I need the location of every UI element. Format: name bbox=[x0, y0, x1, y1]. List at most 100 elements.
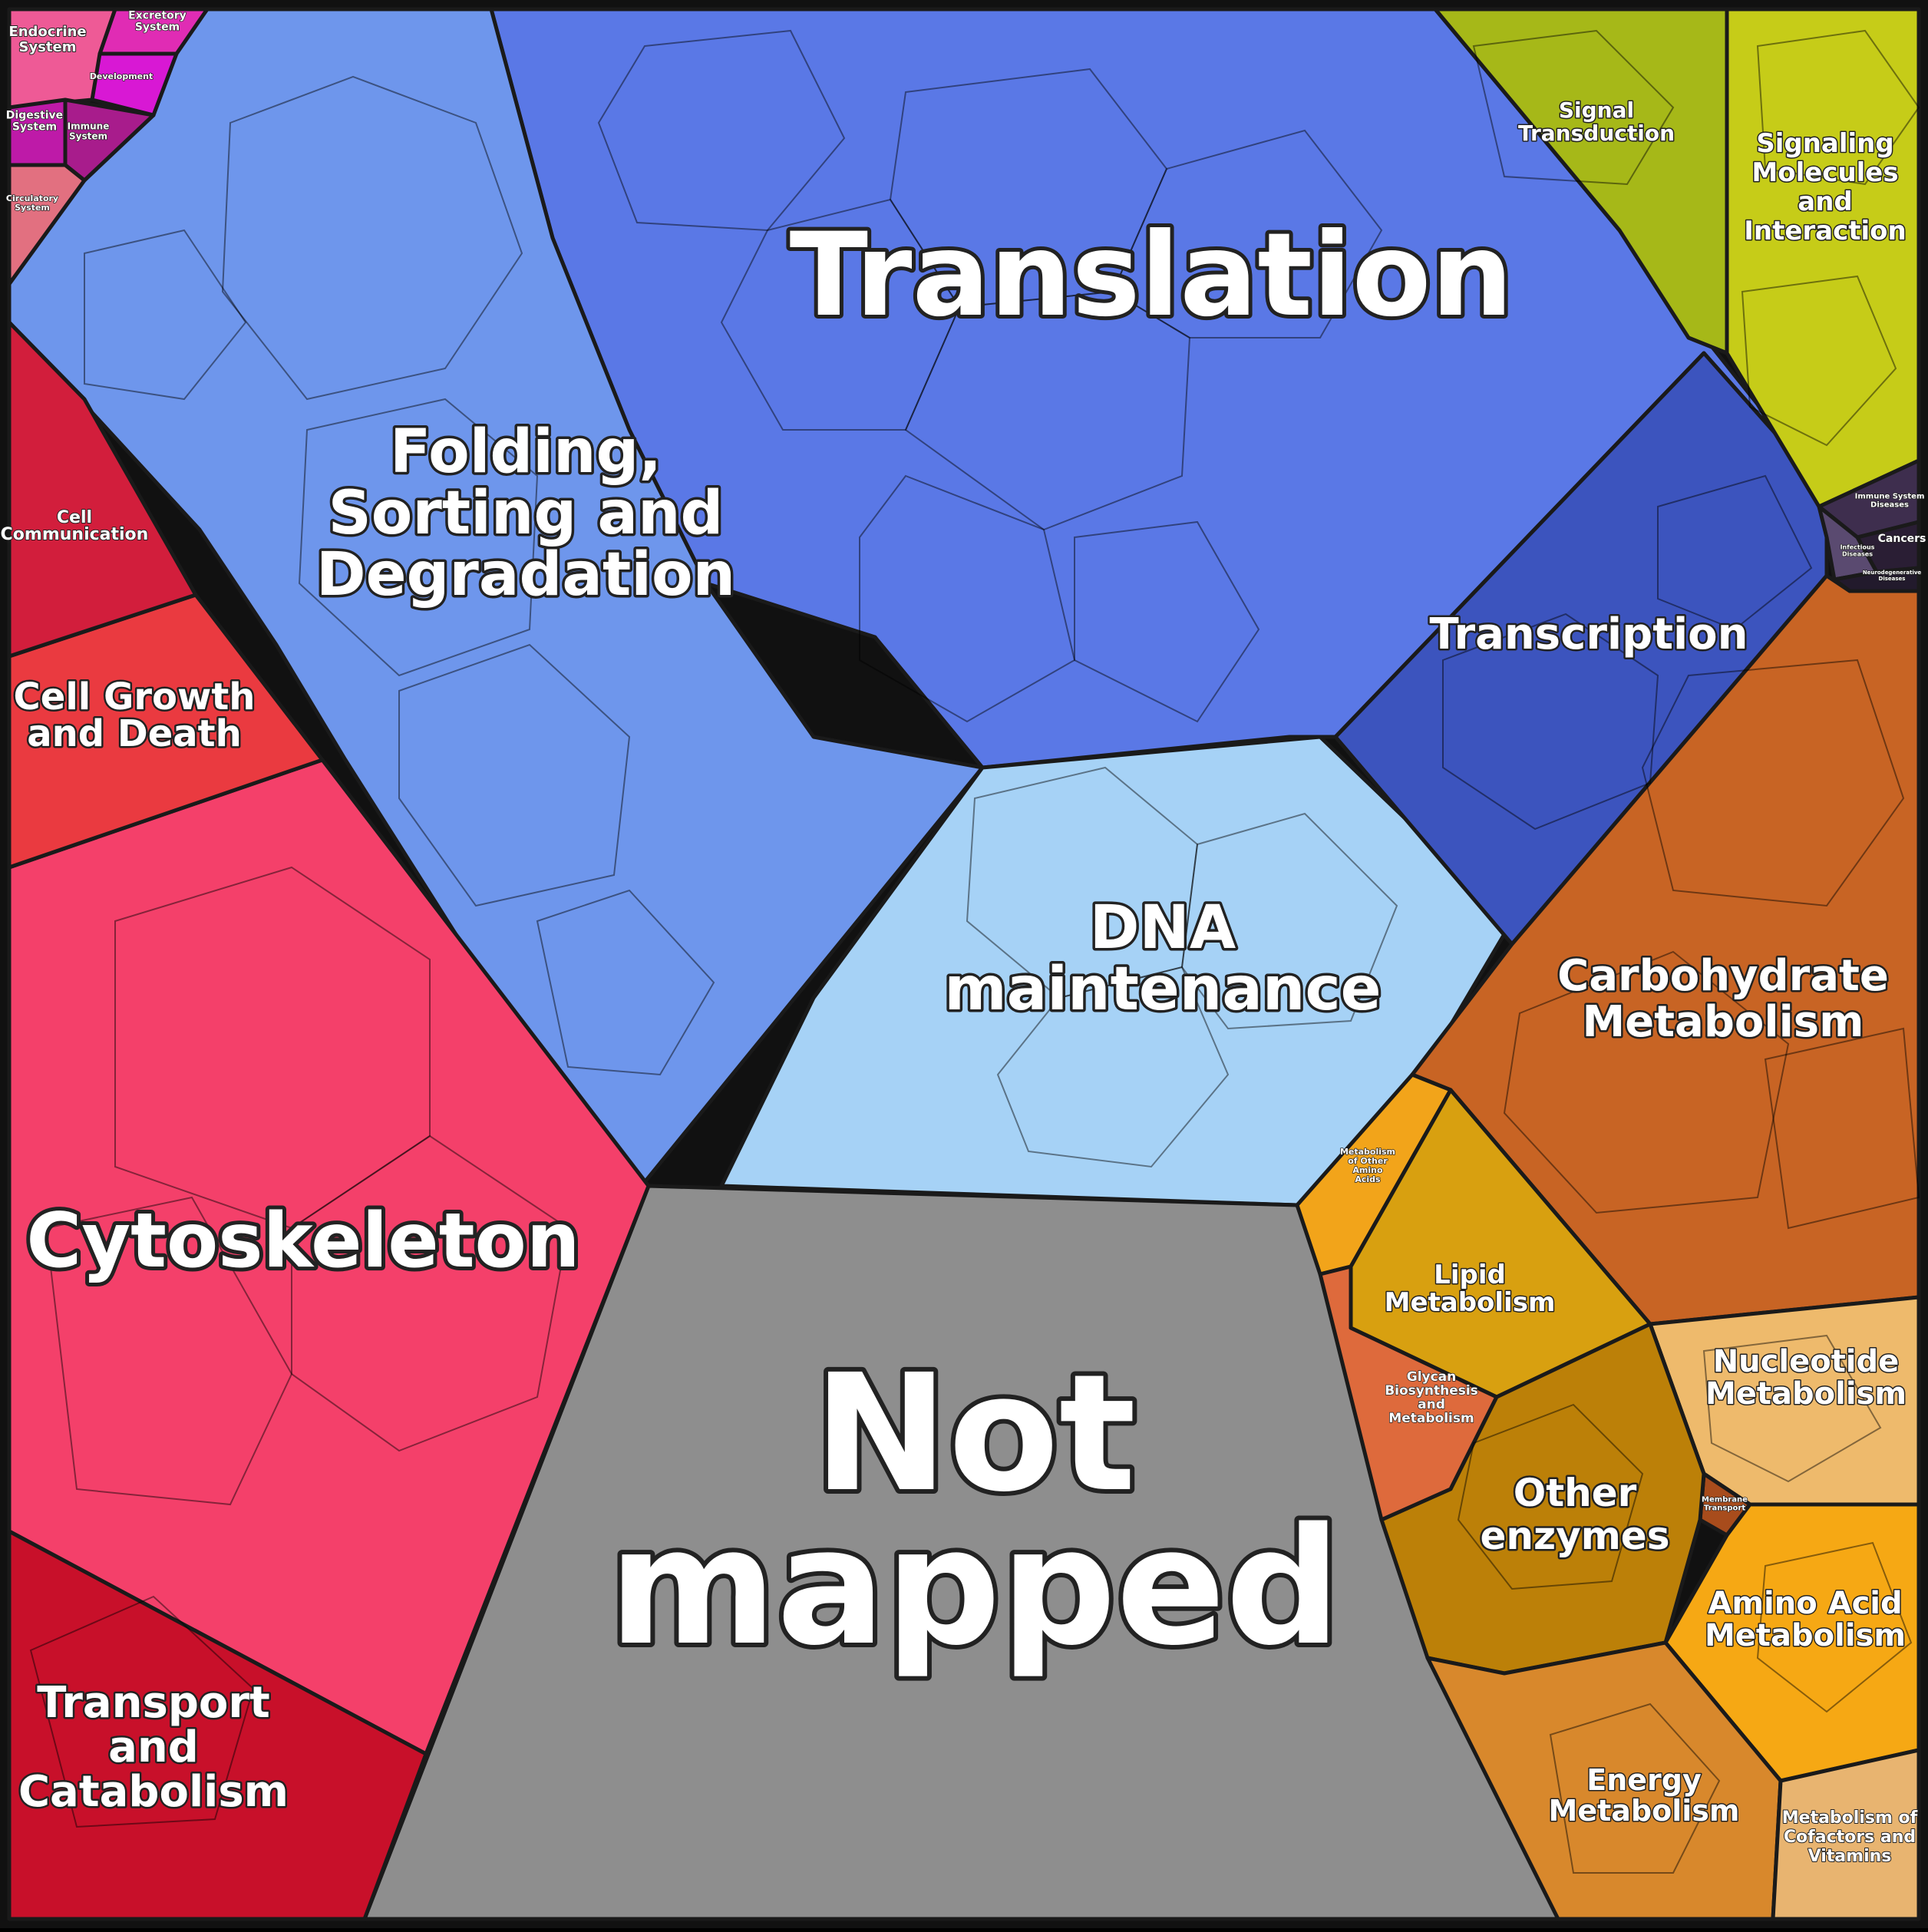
label-immune-system-diseases: Immune System Diseases bbox=[1855, 493, 1925, 510]
label-line: Transport bbox=[37, 1678, 270, 1728]
subcell-texture bbox=[29, 29, 1920, 1874]
label-line: Metabolism of bbox=[1782, 1808, 1918, 1828]
label-membrane-transport: Membrane Transport bbox=[1702, 1496, 1748, 1513]
label-line: Membrane bbox=[1702, 1496, 1748, 1504]
label-line: Metabolism bbox=[1705, 1618, 1906, 1653]
label-digestive-system: Digestive System bbox=[6, 110, 63, 134]
label-line: and Death bbox=[27, 712, 242, 755]
label-infectious-diseases: Infectious Diseases bbox=[1841, 544, 1875, 558]
label-lipid-metabolism: Lipid Metabolism bbox=[1385, 1260, 1556, 1318]
label-line: Metabolism bbox=[1340, 1147, 1395, 1157]
region-signal-transduction[interactable] bbox=[1433, 7, 1729, 355]
label-cancers: Cancers bbox=[1878, 533, 1926, 545]
label-line: Cofactors and bbox=[1784, 1828, 1916, 1847]
label-line: enzymes bbox=[1481, 1514, 1670, 1558]
label-line: Interaction bbox=[1744, 216, 1907, 246]
label-transcription: Transcription bbox=[1429, 609, 1748, 659]
label-line: Communication bbox=[1, 525, 149, 544]
label-line: Cytoskeleton bbox=[26, 1197, 579, 1285]
label-line: Other bbox=[1514, 1471, 1637, 1515]
label-translation: Translation bbox=[790, 209, 1514, 342]
label-line: Circulatory bbox=[6, 193, 58, 203]
label-endocrine-system: Endocrine System bbox=[8, 24, 86, 55]
label-carbohydrate-metabolism: Carbohydrate Metabolism bbox=[1557, 951, 1889, 1047]
label-line: maintenance bbox=[944, 955, 1381, 1024]
label-excretory-system: Excretory System bbox=[128, 10, 187, 34]
label-line: Diseases bbox=[1879, 576, 1906, 582]
label-line: Infectious bbox=[1841, 544, 1875, 551]
label-line: Nucleotide bbox=[1713, 1344, 1900, 1379]
region-metabolism-of-cofactors-and-vitamins[interactable] bbox=[1771, 1748, 1921, 1921]
label-line: Metabolism bbox=[1583, 997, 1864, 1047]
label-line: Neurodegenerative bbox=[1863, 570, 1922, 576]
label-line: Carbohydrate bbox=[1557, 951, 1889, 1001]
region-transport-and-catabolism[interactable] bbox=[7, 1529, 428, 1921]
label-line: DNA bbox=[1090, 893, 1236, 963]
label-line: Diseases bbox=[1870, 501, 1909, 510]
label-line: Metabolism bbox=[1385, 1287, 1556, 1318]
label-line: Metabolism bbox=[1388, 1411, 1474, 1426]
label-line: and bbox=[1418, 1397, 1445, 1412]
label-line: of Other bbox=[1348, 1156, 1388, 1166]
label-transport-and-catabolism: Transport and Catabolism bbox=[18, 1678, 289, 1817]
label-line: Sorting and bbox=[328, 479, 724, 548]
label-line: Cancers bbox=[1878, 533, 1926, 545]
label-line: System bbox=[19, 39, 77, 55]
label-not-mapped: Not mapped bbox=[609, 1339, 1341, 1681]
label-line: Cell Growth bbox=[14, 675, 256, 718]
label-line: System bbox=[135, 21, 180, 34]
label-immune-system: Immune System bbox=[68, 121, 110, 142]
label-line: Immune System bbox=[1855, 493, 1925, 501]
label-line: Endocrine bbox=[8, 24, 86, 40]
region-circulatory-system[interactable] bbox=[7, 163, 87, 286]
label-folding-sorting-degradation: Folding, Sorting and Degradation bbox=[316, 418, 735, 609]
label-line: Digestive bbox=[6, 110, 63, 122]
label-line: System bbox=[69, 131, 107, 142]
label-line: Energy bbox=[1586, 1763, 1702, 1797]
label-metabolism-of-other-amino-acids: Metabolism of Other Amino Acids bbox=[1340, 1147, 1395, 1184]
label-line: Development bbox=[90, 71, 153, 81]
label-line: and bbox=[108, 1722, 199, 1772]
label-line: System bbox=[12, 121, 57, 134]
label-line: Vitamins bbox=[1808, 1847, 1892, 1866]
label-line: Amino Acid bbox=[1708, 1586, 1902, 1621]
label-line: Molecules bbox=[1751, 157, 1898, 188]
label-line: Signaling bbox=[1756, 128, 1893, 159]
label-line: System bbox=[15, 203, 50, 213]
label-line: Cell bbox=[57, 508, 92, 527]
label-line: Metabolism bbox=[1549, 1794, 1740, 1828]
label-line: Folding, bbox=[390, 418, 662, 487]
label-line: Immune bbox=[68, 121, 110, 132]
label-development: Development bbox=[90, 71, 153, 81]
label-line: Catabolism bbox=[18, 1767, 289, 1817]
label-signaling-molecules-and-interaction: Signaling Molecules and Interaction bbox=[1744, 128, 1907, 246]
label-line: Biosynthesis bbox=[1385, 1383, 1478, 1399]
label-line: Diseases bbox=[1842, 551, 1873, 558]
label-line: mapped bbox=[609, 1493, 1341, 1681]
label-amino-acid-metabolism: Amino Acid Metabolism bbox=[1705, 1586, 1906, 1653]
label-circulatory-system: Circulatory System bbox=[6, 193, 58, 213]
label-line: Amino bbox=[1352, 1165, 1383, 1175]
region-cell-communication[interactable] bbox=[7, 320, 198, 659]
label-line: Excretory bbox=[128, 10, 187, 22]
label-line: and bbox=[1798, 187, 1853, 217]
label-line: Transduction bbox=[1518, 121, 1675, 146]
label-neurodegenerative-diseases: Neurodegenerative Diseases bbox=[1863, 570, 1922, 582]
label-nucleotide-metabolism: Nucleotide Metabolism bbox=[1705, 1344, 1907, 1412]
label-line: Degradation bbox=[316, 540, 735, 609]
label-line: Lipid bbox=[1434, 1260, 1506, 1290]
label-energy-metabolism: Energy Metabolism bbox=[1549, 1763, 1740, 1828]
label-line: Not bbox=[814, 1339, 1136, 1527]
label-line: Transport bbox=[1704, 1504, 1745, 1513]
label-line: Translation bbox=[790, 209, 1514, 342]
label-line: Acids bbox=[1355, 1174, 1381, 1184]
label-line: Glycan bbox=[1407, 1369, 1457, 1385]
label-signal-transduction: Signal Transduction bbox=[1518, 97, 1675, 146]
label-dna-maintenance: DNA maintenance bbox=[944, 893, 1381, 1024]
label-line: Signal bbox=[1559, 97, 1634, 123]
label-glycan-biosynthesis-and-metabolism: Glycan Biosynthesis and Metabolism bbox=[1385, 1369, 1478, 1426]
label-cell-communication: Cell Communication bbox=[1, 508, 149, 544]
label-cell-growth-and-death: Cell Growth and Death bbox=[14, 675, 256, 755]
label-cytoskeleton: Cytoskeleton bbox=[26, 1197, 579, 1285]
